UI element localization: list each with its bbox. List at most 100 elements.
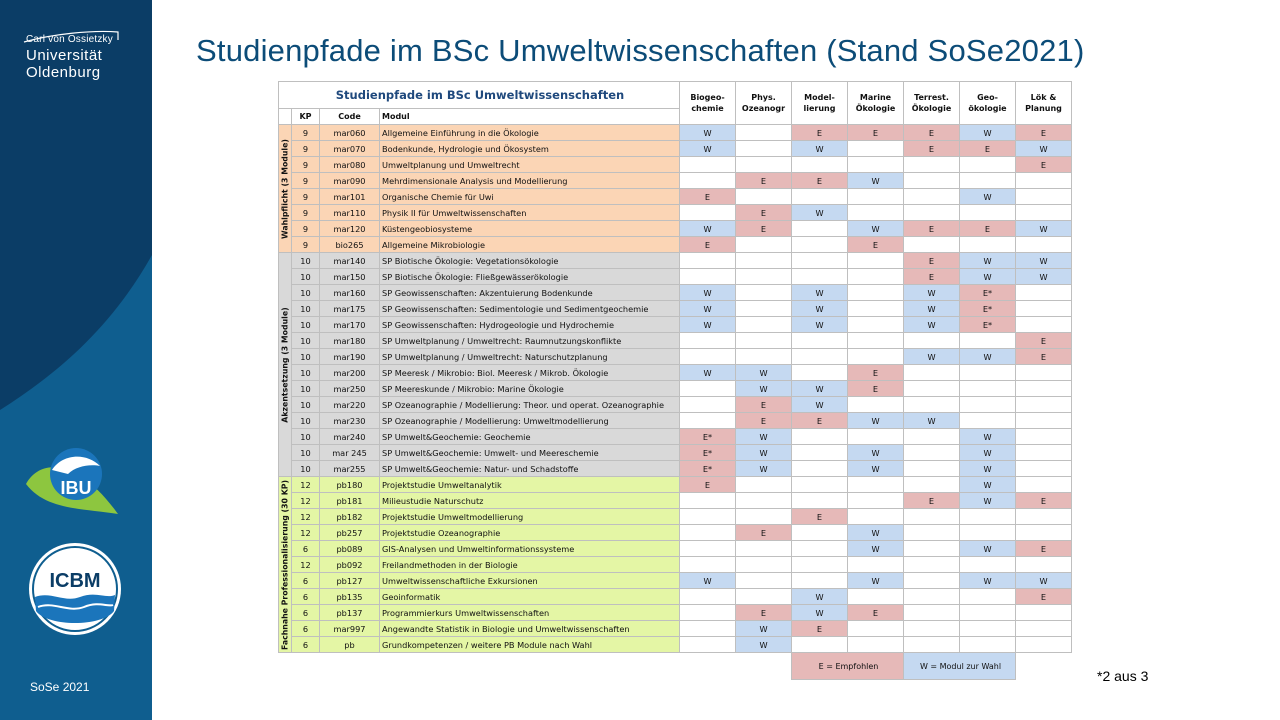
- kp-cell: 10: [291, 428, 320, 445]
- path-value-cell: [847, 492, 904, 509]
- path-value-cell: [959, 156, 1016, 173]
- path-header: Lök & Planung: [1015, 81, 1072, 125]
- path-value-cell: [679, 556, 736, 573]
- path-value-cell: [959, 364, 1016, 381]
- path-value-cell: [847, 636, 904, 653]
- path-value-cell: E: [791, 172, 848, 189]
- path-value-cell: [791, 636, 848, 653]
- university-logo[interactable]: Carl von Ossietzky Universität Oldenburg: [23, 30, 119, 81]
- modul-cell: SP Umwelt&Geochemie: Natur- und Schadsto…: [379, 460, 680, 477]
- kp-cell: 10: [291, 316, 320, 333]
- path-value-cell: [1015, 428, 1072, 445]
- modul-cell: Grundkompetenzen / weitere PB Module nac…: [379, 636, 680, 653]
- path-value-cell: [735, 156, 792, 173]
- path-value-cell: [679, 268, 736, 285]
- table-row: 9 mar090 Mehrdimensionale Analysis und Mod…: [279, 172, 1072, 189]
- path-value-cell: E*: [959, 284, 1016, 301]
- table-row: 6 pb137 Programmierkurs Umweltwissenschaft…: [279, 604, 1072, 621]
- path-value-cell: [791, 364, 848, 381]
- modul-cell: SP Geowissenschaften: Sedimentologie und…: [379, 300, 680, 317]
- path-header-line: Planung: [1025, 104, 1062, 113]
- path-value-cell: [847, 508, 904, 525]
- icbm-logo[interactable]: ICBM: [26, 541, 124, 642]
- path-value-cell: [903, 188, 960, 205]
- table-row: 6 pb135 Geoinformatik W E: [279, 588, 1072, 605]
- code-cell: pb257: [319, 524, 380, 541]
- path-value-cell: [679, 396, 736, 413]
- path-value-cell: W: [1015, 252, 1072, 269]
- path-value-cell: E: [847, 124, 904, 141]
- table-title: Studienpfade im BSc Umweltwissenschaften: [278, 81, 680, 109]
- path-value-cell: [903, 604, 960, 621]
- path-value-cell: [903, 460, 960, 477]
- path-value-cell: [735, 556, 792, 573]
- path-value-cell: [1015, 636, 1072, 653]
- path-value-cell: [1015, 476, 1072, 493]
- group-column-header: [278, 108, 292, 125]
- kp-cell: 9: [291, 204, 320, 221]
- modul-cell: Allgemeine Mikrobiologie: [379, 236, 680, 253]
- path-value-cell: [679, 492, 736, 509]
- code-cell: mar090: [319, 172, 380, 189]
- path-value-cell: [959, 172, 1016, 189]
- kp-cell: 9: [291, 236, 320, 253]
- modul-cell: Allgemeine Einführung in die Ökologie: [379, 124, 680, 141]
- table-row: 10 mar160 SP Geowissenschaften: Akzentuier…: [279, 284, 1072, 301]
- kp-cell: 6: [291, 588, 320, 605]
- kp-cell: 12: [291, 492, 320, 509]
- table-row: 10 mar170 SP Geowissenschaften: Hydrogeolo…: [279, 316, 1072, 333]
- code-cell: pb: [319, 636, 380, 653]
- path-value-cell: [847, 620, 904, 637]
- kp-cell: 12: [291, 524, 320, 541]
- path-value-cell: [679, 332, 736, 349]
- path-value-cell: [1015, 508, 1072, 525]
- modul-cell: SP Umweltplanung / Umweltrecht: Natursch…: [379, 348, 680, 365]
- path-value-cell: [679, 604, 736, 621]
- path-value-cell: E*: [959, 316, 1016, 333]
- kp-cell: 10: [291, 460, 320, 477]
- modul-cell: Geoinformatik: [379, 588, 680, 605]
- code-cell: pb089: [319, 540, 380, 557]
- path-value-cell: [903, 156, 960, 173]
- path-value-cell: W: [847, 524, 904, 541]
- path-value-cell: W: [847, 412, 904, 429]
- path-value-cell: [847, 252, 904, 269]
- path-value-cell: W: [1015, 268, 1072, 285]
- path-value-cell: E: [1015, 348, 1072, 365]
- semester-label: SoSe 2021: [30, 680, 90, 694]
- path-value-cell: [679, 380, 736, 397]
- path-value-cell: [847, 348, 904, 365]
- code-cell: mar255: [319, 460, 380, 477]
- ibu-logo[interactable]: IBU: [20, 444, 124, 523]
- path-value-cell: W: [903, 412, 960, 429]
- path-value-cell: [791, 428, 848, 445]
- path-value-cell: [959, 604, 1016, 621]
- modul-cell: SP Meereskunde / Mikrobio: Marine Ökolog…: [379, 380, 680, 397]
- icbm-emblem-icon: ICBM: [29, 543, 121, 635]
- code-cell: pb180: [319, 476, 380, 493]
- path-header-line: Model-: [804, 93, 835, 102]
- path-value-cell: W: [679, 220, 736, 237]
- code-cell: bio265: [319, 236, 380, 253]
- code-cell: mar180: [319, 332, 380, 349]
- ibu-emblem-icon: IBU: [26, 448, 118, 514]
- code-cell: mar150: [319, 268, 380, 285]
- modul-cell: SP Biotische Ökologie: Fließgewässerökol…: [379, 268, 680, 285]
- legend-spacer: [279, 653, 792, 680]
- code-cell: pb182: [319, 508, 380, 525]
- path-value-cell: W: [735, 620, 792, 637]
- page-title: Studienpfade im BSc Umweltwissenschaften…: [196, 33, 1085, 68]
- modul-cell: Umweltwissenschaftliche Exkursionen: [379, 572, 680, 589]
- path-value-cell: [847, 588, 904, 605]
- table-row: 10 mar190 SP Umweltplanung / Umweltrecht: …: [279, 348, 1072, 365]
- code-cell: mar101: [319, 188, 380, 205]
- path-value-cell: W: [959, 348, 1016, 365]
- path-header-line: Ökologie: [855, 104, 896, 113]
- table-row: 9 mar070 Bodenkunde, Hydrologie und Ökosys…: [279, 140, 1072, 157]
- code-cell: pb181: [319, 492, 380, 509]
- path-header: Marine Ökologie: [847, 81, 904, 125]
- path-value-cell: [791, 460, 848, 477]
- modul-cell: SP Umwelt&Geochemie: Geochemie: [379, 428, 680, 445]
- table-row: 9 mar110 Physik II für Umweltwissenschafte…: [279, 204, 1072, 221]
- path-header-line: Ökologie: [911, 104, 952, 113]
